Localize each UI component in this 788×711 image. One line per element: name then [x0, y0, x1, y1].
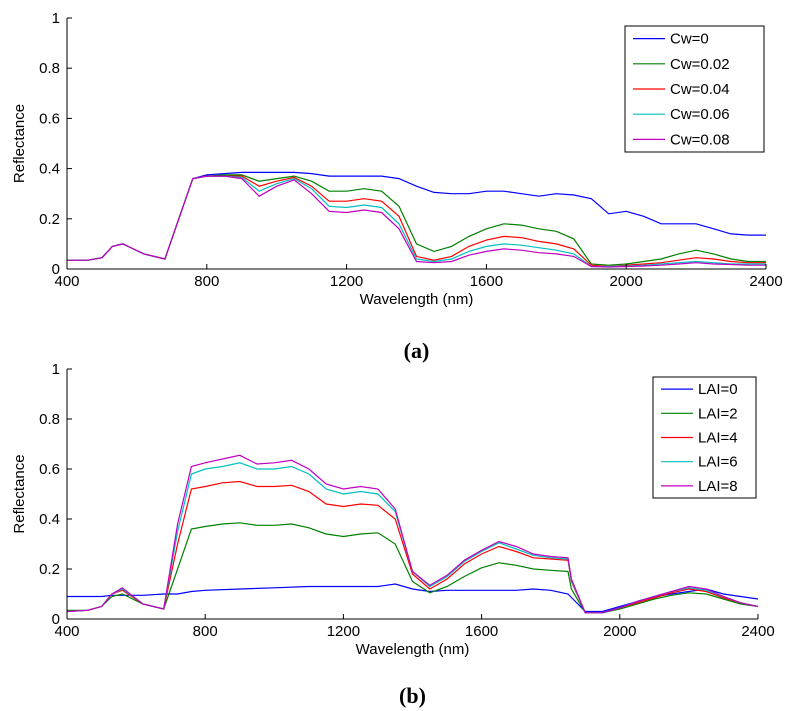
y-tick-label: 0	[52, 261, 60, 278]
series-line-1	[67, 174, 766, 266]
legend-entry: Cw=0.06	[670, 106, 730, 123]
panel-caption: (a)	[404, 338, 430, 363]
y-tick-label: 0.4	[39, 161, 60, 178]
series-line-4	[67, 454, 758, 614]
y-tick-label: 0.8	[39, 411, 60, 428]
x-tick-label: 400	[54, 273, 79, 290]
y-tick-label: 0.6	[39, 461, 60, 478]
y-tick-label: 0.2	[39, 211, 60, 228]
x-tick-label: 2400	[749, 273, 782, 290]
x-tick-label: 1200	[330, 273, 363, 290]
y-tick-label: 0.4	[39, 511, 60, 528]
legend-entry: Cw=0.04	[670, 81, 730, 98]
series-lines	[67, 454, 758, 614]
chart-panel-0: 400 800 1200 1600 2000 2400 0 0.2 0.4 0.6 0.8 1 Wave…	[11, 10, 783, 363]
series-line-2	[67, 480, 758, 614]
x-tick-label: 1600	[470, 273, 503, 290]
y-axis-label: Reflectance	[11, 454, 28, 533]
x-axis-label: Wavelength (nm)	[356, 641, 470, 658]
legend-entry: LAI=6	[698, 454, 738, 471]
legend-entry: LAI=4	[698, 430, 738, 447]
y-axis-label: Reflectance	[11, 104, 28, 183]
series-lines	[67, 171, 766, 268]
y-tick-label: 1	[52, 361, 60, 378]
y-tick-label: 1	[52, 10, 60, 27]
series-line-3	[67, 175, 766, 268]
legend: LAI=0 LAI=2 LAI=4 LAI=6 LAI=8	[652, 376, 757, 499]
y-tick-label: 0.8	[39, 60, 60, 77]
y-tick-label: 0.2	[39, 561, 60, 578]
series-line-2	[67, 175, 766, 268]
x-tick-label: 1200	[327, 623, 360, 640]
x-tick-label: 2000	[610, 273, 643, 290]
x-tick-label: 400	[54, 623, 79, 640]
chart-panel-1: 400 800 1200 1600 2000 2400 0 0.2 0.4 0.6 0.8 1 Wave…	[11, 361, 775, 708]
x-tick-label: 2000	[603, 623, 636, 640]
series-line-1	[67, 522, 758, 614]
x-tick-label: 1600	[465, 623, 498, 640]
legend: Cw=0 Cw=0.02 Cw=0.04 Cw=0.06 Cw=0.08	[624, 25, 765, 153]
y-tick-label: 0.6	[39, 110, 60, 127]
x-tick-label: 2400	[741, 623, 774, 640]
series-line-0	[67, 171, 766, 261]
legend-entry: LAI=2	[698, 405, 738, 422]
legend-entry: Cw=0	[670, 31, 709, 48]
legend-entry: LAI=0	[698, 381, 738, 398]
legend-entry: Cw=0.02	[670, 56, 730, 73]
panel-caption: (b)	[399, 683, 426, 708]
legend-entry: LAI=8	[698, 478, 738, 495]
x-tick-label: 800	[193, 623, 218, 640]
y-tick-label: 0	[52, 611, 60, 628]
x-axis-label: Wavelength (nm)	[360, 291, 474, 308]
series-line-4	[67, 175, 766, 268]
legend-entry: Cw=0.08	[670, 131, 730, 148]
x-tick-label: 800	[194, 273, 219, 290]
